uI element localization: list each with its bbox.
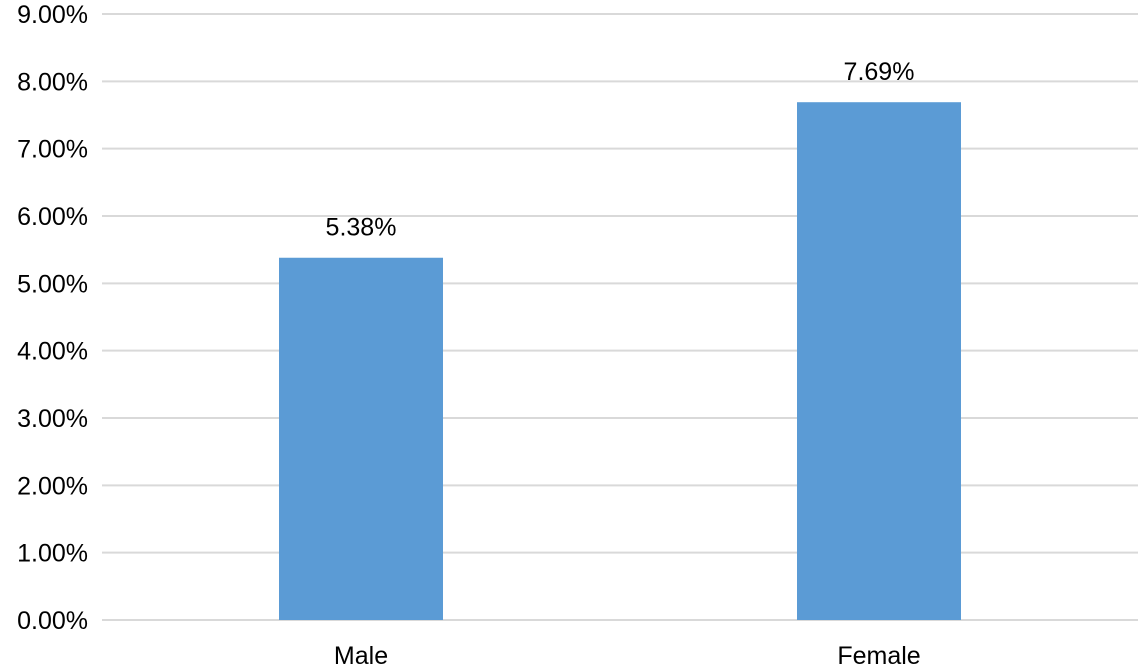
y-tick-label: 8.00% <box>17 68 88 96</box>
y-tick-label: 5.00% <box>17 270 88 298</box>
data-label-male: 5.38% <box>326 214 397 242</box>
y-tick-label: 9.00% <box>17 1 88 29</box>
y-tick-label: 4.00% <box>17 338 88 366</box>
data-label-female: 7.69% <box>844 58 915 86</box>
y-axis-tick-labels: 0.00% 1.00% 2.00% 3.00% 4.00% 5.00% 6.00% 7.00%… <box>17 1 88 635</box>
y-tick-label: 6.00% <box>17 203 88 231</box>
bars <box>279 102 961 620</box>
bar-male <box>279 257 443 620</box>
y-tick-label: 2.00% <box>17 472 88 500</box>
gridlines <box>102 13 1138 621</box>
y-tick-label: 3.00% <box>17 405 88 433</box>
y-tick-label: 0.00% <box>17 607 88 635</box>
bar-female <box>797 102 961 620</box>
category-label-male: Male <box>334 642 388 668</box>
y-tick-label: 1.00% <box>17 540 88 568</box>
x-axis-category-labels: Male Female <box>334 642 921 668</box>
category-label-female: Female <box>837 642 920 668</box>
data-labels: 5.38% 7.69% <box>326 58 915 242</box>
y-tick-label: 7.00% <box>17 136 88 164</box>
